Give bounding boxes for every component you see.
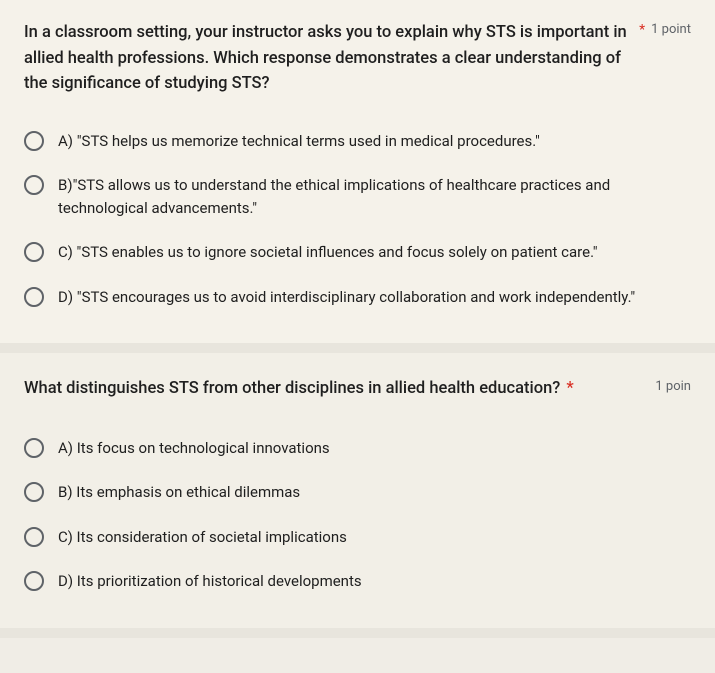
question-card-2: What distinguishes STS from other discip… bbox=[0, 353, 715, 638]
radio-icon bbox=[24, 242, 44, 262]
radio-icon bbox=[24, 571, 44, 591]
required-asterisk-2: * bbox=[566, 379, 573, 398]
radio-icon bbox=[24, 482, 44, 502]
option-text-2d: D) Its prioritization of historical deve… bbox=[58, 570, 362, 593]
option-1b[interactable]: B)"STS allows us to understand the ethic… bbox=[24, 163, 691, 230]
question-header-1: In a classroom setting, your instructor … bbox=[24, 20, 691, 97]
question-card-1: In a classroom setting, your instructor … bbox=[0, 0, 715, 353]
option-1d[interactable]: D) "STS encourages us to avoid interdisc… bbox=[24, 275, 691, 320]
points-1: * 1 point bbox=[639, 22, 691, 38]
question-text-2-body: What distinguishes STS from other discip… bbox=[24, 379, 560, 398]
points-2: 1 poin bbox=[655, 379, 691, 394]
option-text-1d: D) "STS encourages us to avoid interdisc… bbox=[58, 286, 635, 309]
option-text-1a: A) "STS helps us memorize technical term… bbox=[58, 130, 540, 153]
points-label-1: 1 point bbox=[651, 22, 691, 37]
option-text-2a: A) Its focus on technological innovation… bbox=[58, 437, 330, 460]
radio-icon bbox=[24, 287, 44, 307]
option-2c[interactable]: C) Its consideration of societal implica… bbox=[24, 515, 691, 560]
option-1c[interactable]: C) "STS enables us to ignore societal in… bbox=[24, 230, 691, 275]
option-1a[interactable]: A) "STS helps us memorize technical term… bbox=[24, 119, 691, 164]
option-text-2b: B) Its emphasis on ethical dilemmas bbox=[58, 481, 300, 504]
radio-icon bbox=[24, 131, 44, 151]
points-label-2: 1 poin bbox=[655, 379, 691, 394]
question-text-1: In a classroom setting, your instructor … bbox=[24, 20, 639, 97]
radio-icon bbox=[24, 175, 44, 195]
option-2a[interactable]: A) Its focus on technological innovation… bbox=[24, 426, 691, 471]
option-text-2c: C) Its consideration of societal implica… bbox=[58, 526, 347, 549]
option-2d[interactable]: D) Its prioritization of historical deve… bbox=[24, 559, 691, 604]
radio-icon bbox=[24, 438, 44, 458]
required-asterisk-1: * bbox=[639, 22, 645, 38]
radio-icon bbox=[24, 527, 44, 547]
option-text-1c: C) "STS enables us to ignore societal in… bbox=[58, 241, 598, 264]
question-header-2: What distinguishes STS from other discip… bbox=[24, 377, 691, 402]
option-2b[interactable]: B) Its emphasis on ethical dilemmas bbox=[24, 470, 691, 515]
option-text-1b: B)"STS allows us to understand the ethic… bbox=[58, 174, 691, 219]
question-text-2: What distinguishes STS from other discip… bbox=[24, 377, 574, 402]
